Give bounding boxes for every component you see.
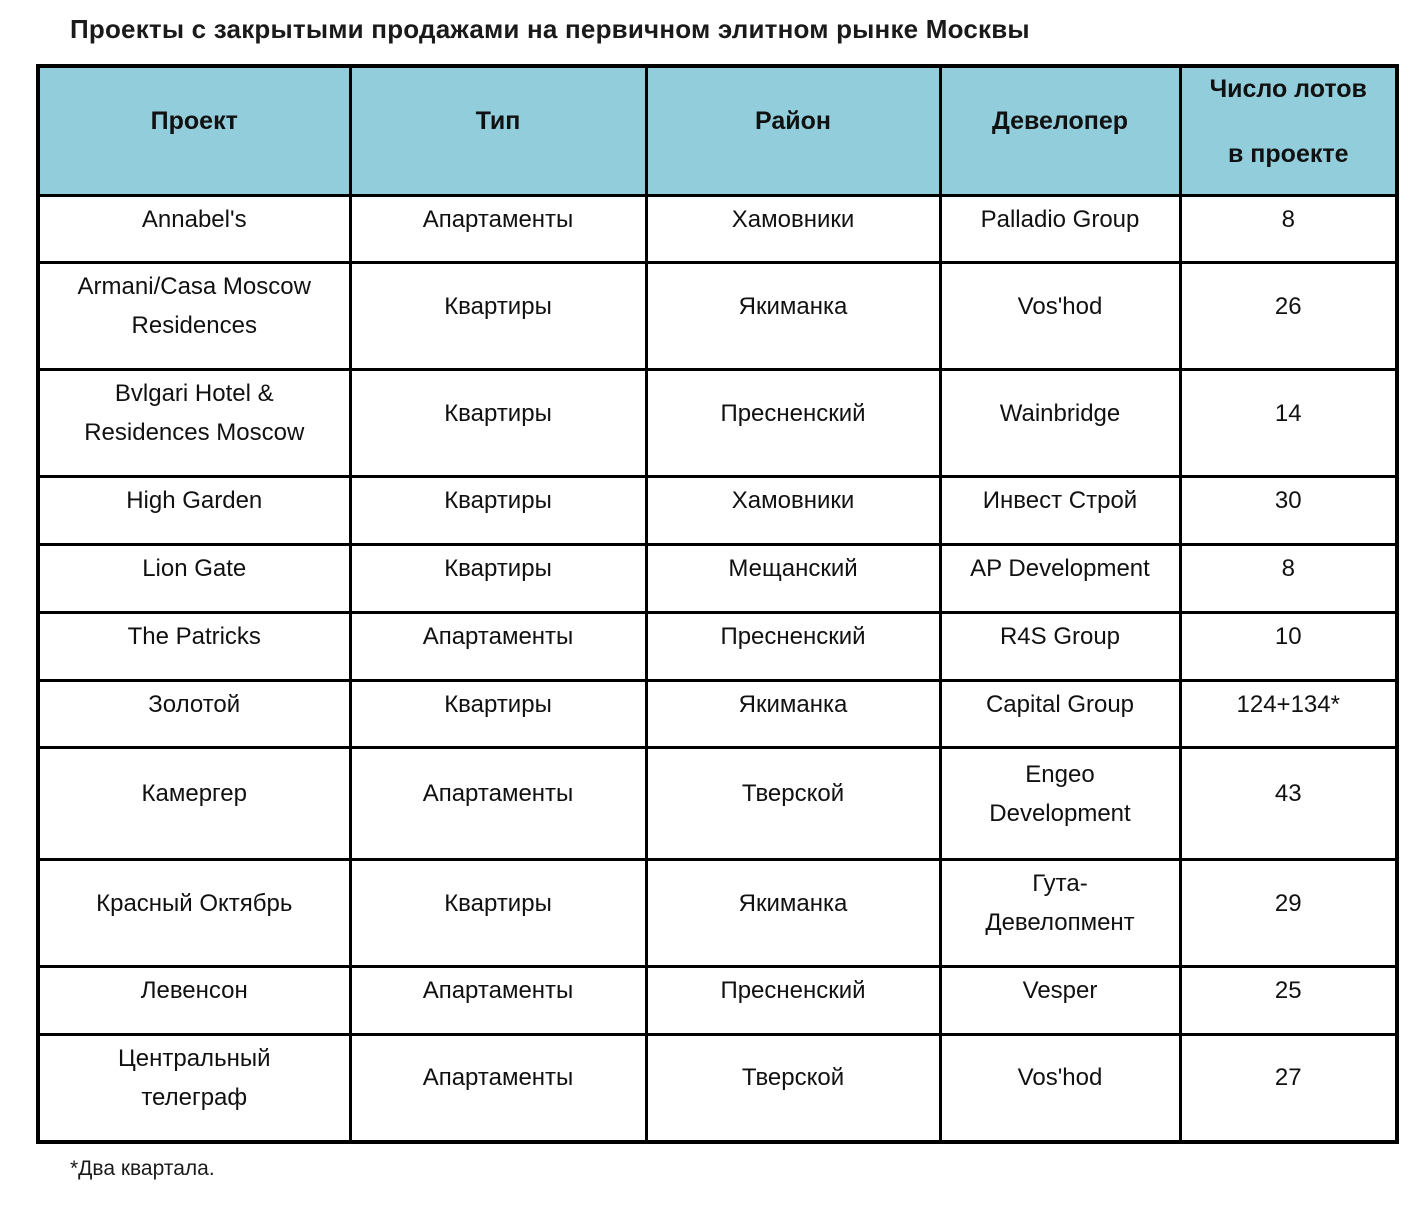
cell-type: Квартиры [348, 474, 648, 546]
cell-lots: 30 [1178, 474, 1399, 546]
cell-district: Хамовники [644, 474, 942, 546]
cell-project: Bvlgari Hotel & Residences Moscow [36, 368, 352, 478]
cell-lots: 26 [1178, 261, 1399, 372]
table-row: The Patricks Апартаменты Пресненский R4S… [36, 610, 1399, 682]
column-header-lots-line1: Число лотов [1209, 74, 1367, 103]
column-header-developer: Девелопер [938, 64, 1182, 197]
cell-type: Квартиры [348, 368, 648, 478]
cell-project: Annabel's [36, 193, 352, 265]
cell-district: Якиманка [644, 858, 942, 969]
cell-lots: 8 [1178, 542, 1399, 614]
column-header-lots-line2: в проекте [1227, 139, 1349, 168]
cell-project: High Garden [36, 474, 352, 546]
cell-developer: Wainbridge [938, 368, 1182, 478]
cell-lots: 14 [1178, 368, 1399, 478]
cell-project: Золотой [36, 678, 352, 750]
cell-project: Armani/Casa Moscow Residences [36, 261, 352, 372]
cell-lots: 25 [1178, 965, 1399, 1036]
column-header-project: Проект [36, 64, 352, 197]
cell-district: Якиманка [644, 261, 942, 372]
table-row: Центральный телеграф Апартаменты Тверско… [36, 1032, 1399, 1144]
table-row: Красный Октябрь Квартиры Якиманка Гута-Д… [36, 858, 1399, 969]
cell-district: Пресненский [644, 610, 942, 682]
cell-developer: R4S Group [938, 610, 1182, 682]
cell-type: Апартаменты [348, 1032, 648, 1144]
cell-project: Красный Октябрь [36, 858, 352, 969]
table-row: Lion Gate Квартиры Мещанский AP Developm… [36, 542, 1399, 614]
column-header-type: Тип [348, 64, 648, 197]
table-row: High Garden Квартиры Хамовники Инвест Ст… [36, 474, 1399, 546]
cell-type: Апартаменты [348, 965, 648, 1036]
cell-lots: 124+134* [1178, 678, 1399, 750]
cell-project: Центральный телеграф [36, 1032, 352, 1144]
cell-district: Мещанский [644, 542, 942, 614]
source-label: Источник: «Метриум» [70, 1213, 1395, 1215]
cell-developer: Capital Group [938, 678, 1182, 750]
cell-developer: Vesper [938, 965, 1182, 1036]
table-row: Камергер Апартаменты Тверской Engeo Deve… [36, 746, 1399, 862]
cell-project: Lion Gate [36, 542, 352, 614]
cell-lots: 27 [1178, 1032, 1399, 1144]
table-row: Annabel's Апартаменты Хамовники Palladio… [36, 193, 1399, 265]
cell-lots: 8 [1178, 193, 1399, 265]
page-title: Проекты с закрытыми продажами на первичн… [70, 14, 1030, 44]
cell-developer: Гута-Девелопмент [938, 858, 1182, 969]
cell-developer: Vos'hod [938, 261, 1182, 372]
cell-type: Апартаменты [348, 193, 648, 265]
cell-type: Апартаменты [348, 610, 648, 682]
cell-type: Квартиры [348, 678, 648, 750]
cell-district: Пресненский [644, 368, 942, 478]
cell-lots: 29 [1178, 858, 1399, 969]
table-row: Armani/Casa Moscow Residences Квартиры Я… [36, 261, 1399, 372]
cell-developer: AP Development [938, 542, 1182, 614]
header-row: Проект Тип Район Девелопер Число лотов в… [36, 64, 1399, 197]
cell-district: Тверской [644, 1032, 942, 1144]
cell-project: Левенсон [36, 965, 352, 1036]
cell-type: Апартаменты [348, 746, 648, 862]
cell-district: Якиманка [644, 678, 942, 750]
cell-type: Квартиры [348, 542, 648, 614]
cell-type: Квартиры [348, 261, 648, 372]
cell-developer: Palladio Group [938, 193, 1182, 265]
cell-lots: 43 [1178, 746, 1399, 862]
cell-district: Хамовники [644, 193, 942, 265]
column-header-district: Район [644, 64, 942, 197]
table-row: Левенсон Апартаменты Пресненский Vesper … [36, 965, 1399, 1036]
cell-developer: Инвест Строй [938, 474, 1182, 546]
cell-developer: Engeo Development [938, 746, 1182, 862]
cell-developer: Vos'hod [938, 1032, 1182, 1144]
table-row: Золотой Квартиры Якиманка Capital Group … [36, 678, 1399, 750]
column-header-lots: Число лотов в проекте [1178, 64, 1399, 197]
cell-district: Пресненский [644, 965, 942, 1036]
projects-table: Проект Тип Район Девелопер Число лотов в… [36, 64, 1399, 1144]
cell-project: Камергер [36, 746, 352, 862]
cell-type: Квартиры [348, 858, 648, 969]
cell-project: The Patricks [36, 610, 352, 682]
table-row: Bvlgari Hotel & Residences Moscow Кварти… [36, 368, 1399, 478]
footnote: *Два квартала. [70, 1156, 215, 1180]
cell-district: Тверской [644, 746, 942, 862]
cell-lots: 10 [1178, 610, 1399, 682]
